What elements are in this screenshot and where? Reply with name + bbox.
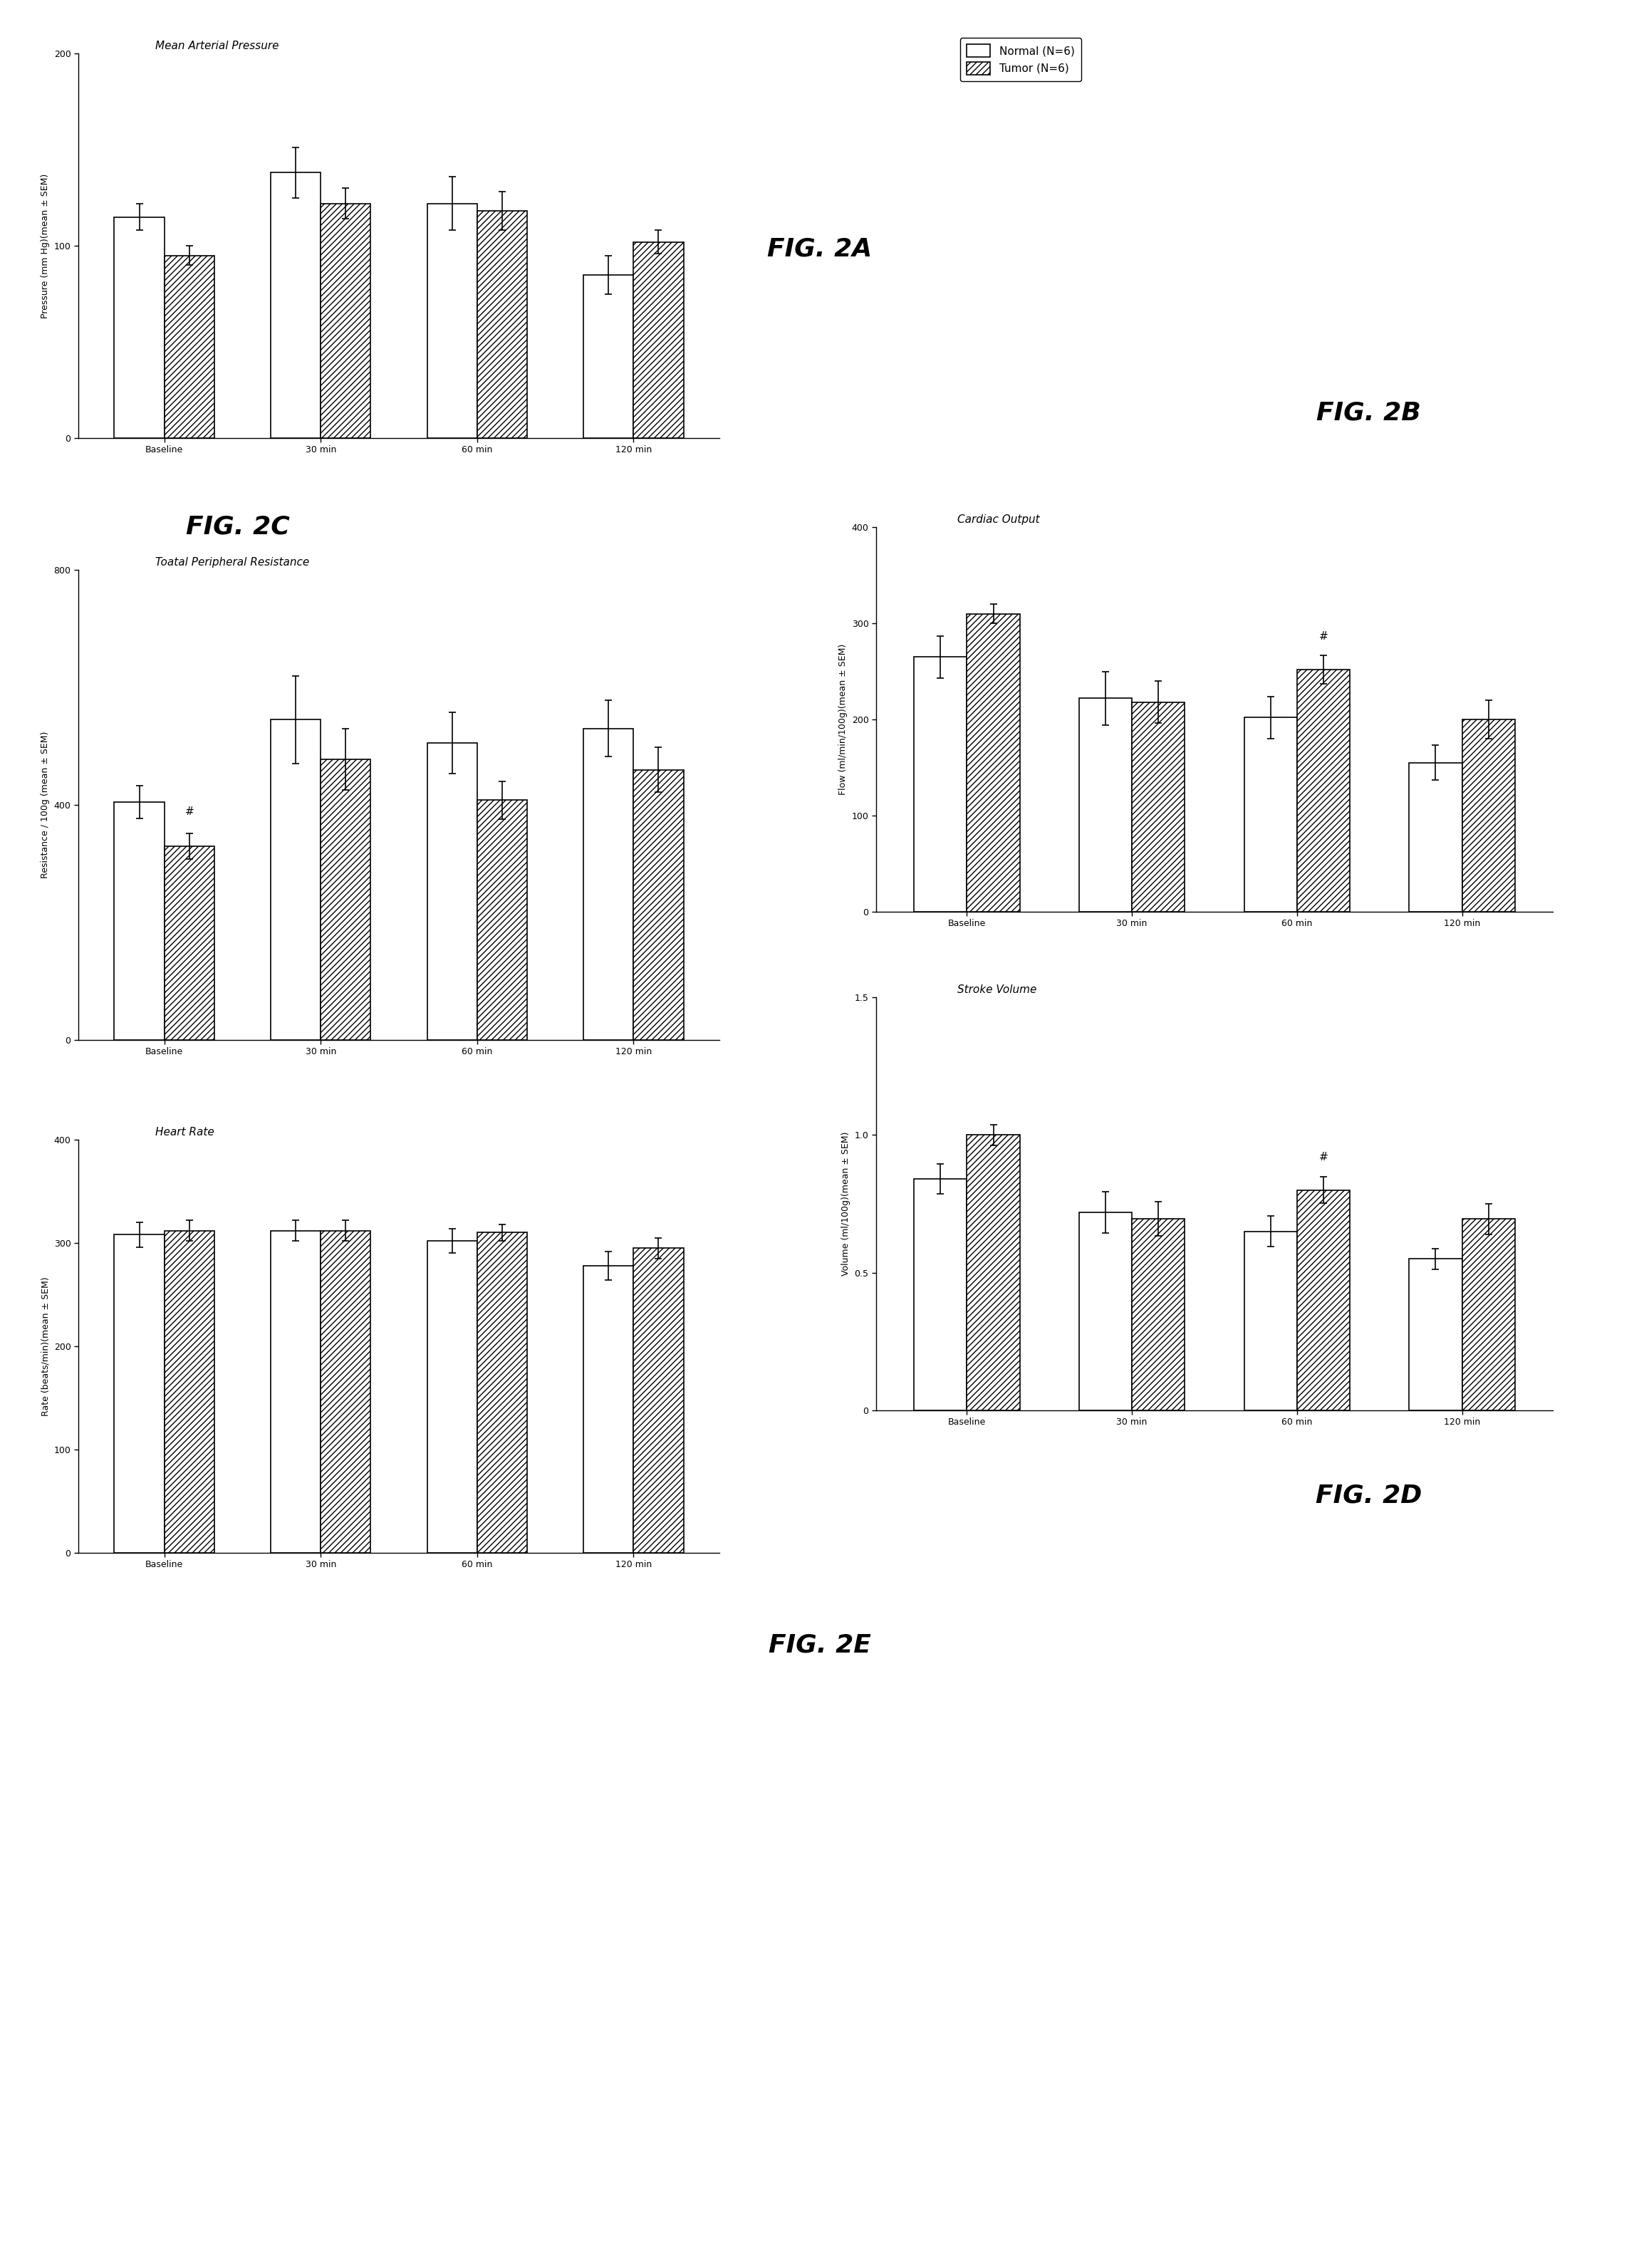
Text: Heart Rate: Heart Rate xyxy=(156,1127,215,1139)
Y-axis label: Flow (ml/min/100g)(mean ± SEM): Flow (ml/min/100g)(mean ± SEM) xyxy=(839,644,847,796)
Bar xyxy=(583,1266,633,1554)
Text: Stroke Volume: Stroke Volume xyxy=(957,984,1036,996)
Bar xyxy=(1462,719,1514,912)
Bar xyxy=(967,1134,1019,1411)
Bar xyxy=(115,1234,164,1554)
Bar xyxy=(1078,699,1133,912)
Bar xyxy=(477,801,528,1041)
Bar xyxy=(1462,1218,1514,1411)
Bar xyxy=(967,615,1019,912)
Bar xyxy=(1296,669,1351,912)
Bar xyxy=(164,1232,215,1554)
Text: FIG. 2C: FIG. 2C xyxy=(185,515,290,540)
Bar xyxy=(477,1232,528,1554)
Bar xyxy=(428,1241,477,1554)
Bar xyxy=(321,204,370,438)
Text: Toatal Peripheral Resistance: Toatal Peripheral Resistance xyxy=(156,558,310,567)
Y-axis label: Volume (ml/100g)(mean ± SEM): Volume (ml/100g)(mean ± SEM) xyxy=(841,1132,851,1277)
Y-axis label: Rate (beats/min)(mean ± SEM): Rate (beats/min)(mean ± SEM) xyxy=(41,1277,49,1415)
Bar xyxy=(1296,1191,1351,1411)
Bar xyxy=(1133,703,1185,912)
Bar xyxy=(270,719,321,1041)
Bar xyxy=(164,846,215,1041)
Text: FIG. 2E: FIG. 2E xyxy=(769,1633,870,1658)
Bar xyxy=(1244,717,1296,912)
Legend: Normal (N=6), Tumor (N=6): Normal (N=6), Tumor (N=6) xyxy=(960,39,1082,82)
Text: #: # xyxy=(1319,1152,1328,1163)
Bar xyxy=(583,274,633,438)
Bar xyxy=(321,760,370,1041)
Text: #: # xyxy=(1319,631,1328,642)
Bar xyxy=(321,1232,370,1554)
Bar xyxy=(428,744,477,1041)
Bar xyxy=(164,256,215,438)
Text: FIG. 2D: FIG. 2D xyxy=(1316,1483,1421,1508)
Bar xyxy=(115,803,164,1041)
Bar xyxy=(633,243,683,438)
Text: #: # xyxy=(185,805,193,816)
Bar xyxy=(633,1247,683,1554)
Bar xyxy=(477,211,528,438)
Bar xyxy=(1078,1211,1133,1411)
Bar xyxy=(583,728,633,1041)
Text: Mean Arterial Pressure: Mean Arterial Pressure xyxy=(156,41,279,52)
Bar xyxy=(1133,1218,1185,1411)
Bar xyxy=(1410,1259,1462,1411)
Bar xyxy=(633,769,683,1041)
Text: FIG. 2A: FIG. 2A xyxy=(767,238,872,261)
Bar xyxy=(1244,1232,1296,1411)
Y-axis label: Pressure (mm Hg)(mean ± SEM): Pressure (mm Hg)(mean ± SEM) xyxy=(41,172,49,318)
Bar xyxy=(1410,762,1462,912)
Bar xyxy=(915,1179,967,1411)
Bar xyxy=(270,172,321,438)
Bar xyxy=(915,658,967,912)
Bar xyxy=(428,204,477,438)
Text: Cardiac Output: Cardiac Output xyxy=(957,515,1039,526)
Bar xyxy=(115,218,164,438)
Bar xyxy=(270,1232,321,1554)
Y-axis label: Resistance / 100g (mean ± SEM): Resistance / 100g (mean ± SEM) xyxy=(41,730,49,878)
Text: FIG. 2B: FIG. 2B xyxy=(1316,401,1421,426)
